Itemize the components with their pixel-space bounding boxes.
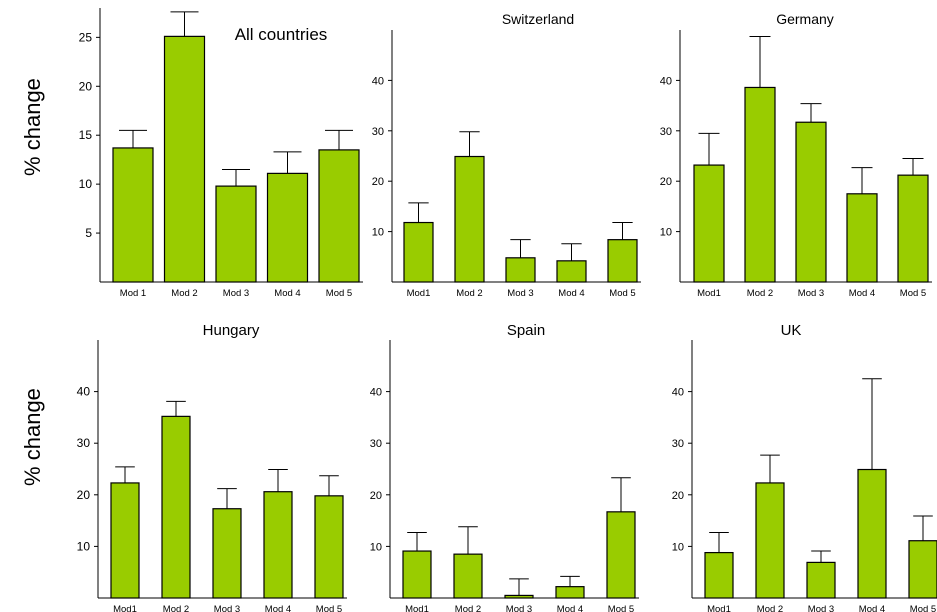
y-tick-label-hungary: 20 (77, 488, 91, 502)
category-label-hungary: Mod 2 (163, 604, 189, 612)
category-label-all-countries: Mod 1 (120, 288, 146, 299)
bar-uk (704, 551, 734, 599)
category-label-germany: Mod 2 (747, 288, 773, 299)
bar-hungary (110, 482, 140, 599)
y-tick-label-spain: 10 (370, 541, 382, 553)
category-label-all-countries: Mod 5 (326, 288, 352, 299)
bar-hungary (161, 415, 191, 599)
bar-all-countries (318, 149, 360, 283)
bar-switzerland (505, 257, 536, 283)
bar-switzerland (454, 155, 485, 283)
category-label-hungary: Mod 3 (214, 604, 240, 612)
category-label-germany: Mod1 (697, 288, 721, 299)
y-tick-label-all-countries: 20 (79, 79, 93, 93)
category-label-switzerland: Mod 5 (609, 288, 635, 299)
bar-germany (795, 121, 827, 283)
y-tick-label-uk: 30 (672, 438, 684, 450)
bar-germany (846, 193, 878, 283)
category-label-spain: Mod 3 (506, 604, 532, 612)
y-tick-label-uk: 40 (672, 387, 684, 399)
bar-spain (606, 511, 636, 599)
category-label-uk: Mod 2 (757, 604, 783, 612)
bar-uk (755, 482, 785, 599)
category-label-switzerland: Mod 2 (456, 288, 482, 299)
bar-germany (744, 86, 776, 283)
y-tick-label-switzerland: 30 (372, 126, 384, 138)
bar-germany (693, 164, 725, 283)
y-tick-label-switzerland: 10 (372, 227, 384, 239)
category-label-spain: Mod 4 (557, 604, 583, 612)
y-tick-label-spain: 40 (370, 387, 382, 399)
y-tick-label-all-countries: 25 (79, 30, 93, 44)
y-tick-label-germany: 30 (660, 126, 672, 138)
bar-switzerland (607, 239, 638, 283)
category-label-uk: Mod 5 (910, 604, 936, 612)
category-label-all-countries: Mod 2 (171, 288, 197, 299)
bar-germany (897, 174, 929, 283)
y-tick-label-germany: 40 (660, 75, 672, 87)
category-label-switzerland: Mod 3 (507, 288, 533, 299)
category-label-spain: Mod 2 (455, 604, 481, 612)
chart-title-germany: Germany (776, 11, 834, 27)
y-tick-label-spain: 30 (370, 438, 382, 450)
category-label-uk: Mod 4 (859, 604, 885, 612)
category-label-all-countries: Mod 3 (223, 288, 249, 299)
category-label-spain: Mod 5 (608, 604, 634, 612)
y-tick-label-hungary: 10 (77, 539, 91, 553)
category-label-uk: Mod1 (707, 604, 731, 612)
y-tick-label-uk: 10 (672, 541, 684, 553)
bar-spain (453, 553, 483, 599)
category-label-switzerland: Mod 4 (558, 288, 584, 299)
chart-title-all-countries: All countries (235, 25, 328, 44)
bar-switzerland (403, 221, 434, 283)
y-tick-label-all-countries: 10 (79, 177, 93, 191)
y-tick-label-germany: 20 (660, 176, 672, 188)
y-tick-label-spain: 20 (370, 490, 382, 502)
y-tick-label-all-countries: 15 (79, 128, 93, 142)
y-tick-label-all-countries: 5 (85, 226, 92, 240)
y-tick-label-germany: 10 (660, 227, 672, 239)
bar-all-countries (112, 147, 154, 283)
bar-hungary (314, 495, 344, 599)
bar-spain (504, 594, 534, 599)
chart-title-switzerland: Switzerland (502, 11, 574, 27)
bar-hungary (212, 508, 242, 599)
y-tick-label-hungary: 30 (77, 436, 91, 450)
bar-hungary (263, 491, 293, 599)
bar-switzerland (556, 260, 587, 283)
y-tick-label-switzerland: 40 (372, 75, 384, 87)
y-tick-label-switzerland: 20 (372, 176, 384, 188)
bar-uk (857, 468, 887, 599)
bar-all-countries (266, 172, 309, 283)
category-label-switzerland: Mod1 (407, 288, 431, 299)
category-label-spain: Mod1 (405, 604, 429, 612)
y-tick-label-hungary: 40 (77, 385, 91, 399)
chart-title-uk: UK (781, 322, 802, 339)
chart-title-spain: Spain (507, 322, 545, 339)
category-label-germany: Mod 5 (900, 288, 926, 299)
bar-spain (402, 550, 432, 599)
y-axis-label-bottom: % change (20, 388, 45, 486)
category-label-all-countries: Mod 4 (274, 288, 300, 299)
bar-uk (908, 540, 937, 599)
category-label-hungary: Mod 4 (265, 604, 291, 612)
bar-uk (806, 561, 836, 599)
y-tick-label-uk: 20 (672, 490, 684, 502)
chart-title-hungary: Hungary (203, 322, 260, 339)
bar-all-countries (215, 185, 257, 283)
bar-spain (555, 586, 585, 599)
category-label-hungary: Mod 5 (316, 604, 342, 612)
y-axis-label-top: % change (20, 78, 45, 176)
category-label-germany: Mod 4 (849, 288, 875, 299)
category-label-uk: Mod 3 (808, 604, 834, 612)
bar-all-countries (163, 35, 206, 283)
category-label-germany: Mod 3 (798, 288, 824, 299)
category-label-hungary: Mod1 (113, 604, 137, 612)
